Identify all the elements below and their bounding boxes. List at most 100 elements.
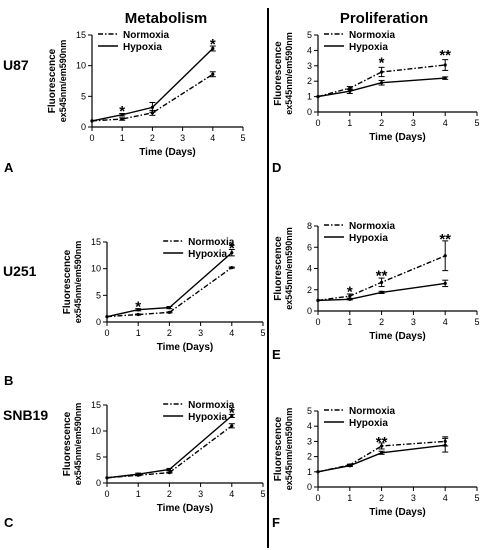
y-axis-label-units: ex545nm/em590nm [73,241,83,324]
x-axis-label: Time (Days) [139,147,196,158]
x-tick-label: 0 [104,489,109,499]
point-normoxia [348,294,352,298]
panel-letter-e: E [272,347,281,362]
point-hypoxia [167,467,171,472]
x-tick-label: 2 [379,493,384,503]
x-tick-label: 2 [379,118,384,128]
y-tick-label: 8 [307,221,312,231]
y-tick-label: 4 [307,421,312,431]
point-hypoxia [105,476,109,480]
x-tick-label: 1 [347,493,352,503]
point-hypoxia [348,464,352,468]
point-hypoxia [211,46,215,51]
chart-c: 0 1 2 3 4 5 0 5 10 15 Time (Days) Fluorescence ex545… [62,400,266,514]
x-tick-label: 5 [240,133,245,143]
column-header-proliferation: Proliferation [340,10,428,27]
panel-letter-c: C [4,515,14,530]
x-tick-label: 3 [180,133,185,143]
y-axis-label: Fluorescence [62,411,73,476]
legend-label-normoxia: Normoxia [188,237,235,248]
y-axis-label-units: ex545nm/em590nm [73,403,83,486]
x-tick-label: 1 [120,133,125,143]
y-tick-label: 6 [307,242,312,252]
legend-label-hypoxia: Hypoxia [349,233,388,244]
y-tick-label: 1 [307,467,312,477]
y-axis-label-units: ex545nm/em590nm [58,40,68,123]
point-normoxia [120,117,124,121]
legend-label-normoxia: Normoxia [349,221,396,232]
x-tick-label: 2 [167,489,172,499]
significance-star: * [379,55,385,72]
y-axis-label: Fluorescence [273,416,284,481]
point-normoxia [136,312,140,317]
panel-letter-a: A [4,160,14,175]
legend-label-hypoxia: Hypoxia [188,249,227,260]
x-tick-label: 5 [474,493,479,503]
legend-label-normoxia: Normoxia [349,406,396,417]
y-tick-label: 10 [91,426,101,436]
panel-letter-b: B [4,373,13,388]
y-tick-label: 0 [307,306,312,316]
y-axis-label: Fluorescence [47,48,58,113]
x-tick-label: 2 [379,317,384,327]
cell-line-label-u251: U251 [3,263,37,279]
y-tick-label: 0 [96,478,101,488]
legend-label-hypoxia: Hypoxia [188,412,227,423]
significance-star: * [210,36,216,53]
y-tick-label: 3 [307,61,312,71]
y-tick-label: 1 [307,92,312,102]
point-normoxia [380,280,384,284]
point-hypoxia [230,414,234,418]
point-normoxia [380,70,384,74]
y-axis-label-units: ex545nm/em590nm [284,227,294,310]
x-tick-label: 1 [136,328,141,338]
point-hypoxia [136,472,140,476]
point-hypoxia [316,95,320,99]
cell-line-label-u87: U87 [3,57,29,73]
point-hypoxia [348,89,352,93]
point-hypoxia [443,76,447,80]
point-hypoxia [167,306,171,310]
series-line-normoxia [91,73,214,122]
y-tick-label: 5 [307,30,312,40]
x-tick-label: 0 [104,328,109,338]
point-hypoxia [316,470,320,474]
point-hypoxia [443,281,447,285]
y-tick-label: 2 [307,76,312,86]
y-axis-label: Fluorescence [62,249,73,314]
point-hypoxia [380,451,384,455]
legend-label-normoxia: Normoxia [349,30,396,41]
panel-letter-f: F [272,515,280,530]
significance-star: ** [376,267,388,284]
x-axis-label: Time (Days) [157,342,214,353]
point-hypoxia [380,81,384,85]
significance-star: * [347,283,353,300]
x-axis-label: Time (Days) [369,507,426,518]
significance-star: * [135,299,141,316]
y-tick-label: 15 [91,237,101,247]
x-tick-label: 0 [315,317,320,327]
significance-star: ** [439,231,451,248]
significance-star: * [229,404,235,421]
significance-star: * [229,240,235,257]
y-tick-label: 5 [81,91,86,101]
y-tick-label: 5 [96,290,101,300]
point-hypoxia [120,113,124,117]
y-tick-label: 0 [96,317,101,327]
series-line-normoxia [317,255,446,302]
point-hypoxia [380,290,384,295]
point-hypoxia [443,443,447,447]
point-hypoxia [150,105,154,109]
x-tick-label: 0 [315,493,320,503]
point-hypoxia [90,119,94,123]
point-normoxia [211,72,215,76]
legend-label-hypoxia: Hypoxia [123,42,162,53]
x-tick-label: 3 [198,489,203,499]
point-normoxia [230,424,234,428]
series-line-normoxia [106,425,233,479]
y-axis-label-units: ex545nm/em590nm [284,408,294,491]
y-tick-label: 10 [76,61,86,71]
point-normoxia [230,266,234,270]
y-tick-label: 3 [307,436,312,446]
y-tick-label: 4 [307,264,312,274]
